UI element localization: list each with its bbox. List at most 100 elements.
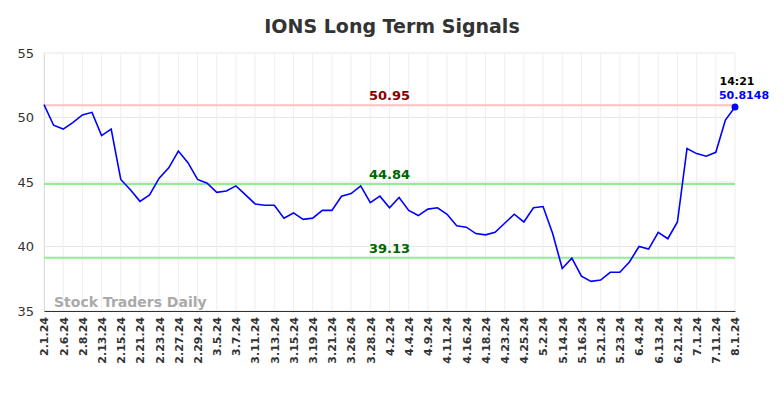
x-tick-label: 3.7.24 (230, 317, 243, 356)
y-axis: 35 40 45 50 55 (17, 46, 44, 319)
grid-line-x (197, 53, 198, 311)
x-tick-label: 3.13.24 (269, 317, 282, 364)
x-tick-label: 5.2.24 (537, 317, 550, 356)
x-tick-label: 2.8.24 (77, 317, 90, 356)
x-tick-label: 2.13.24 (96, 317, 109, 364)
x-tick: 2.8.24 (77, 311, 90, 356)
x-tick: 2.23.24 (154, 311, 167, 364)
x-tick: 2.1.24 (38, 311, 51, 356)
y-tick-label: 55 (17, 46, 34, 61)
y-tick-label: 40 (17, 239, 34, 254)
x-tick: 3.15.24 (288, 311, 301, 364)
x-tick-label: 3.5.24 (211, 317, 224, 356)
x-tick: 6.13.24 (653, 311, 666, 364)
x-tick: 3.5.24 (211, 311, 224, 356)
y-tick: 35 (17, 304, 44, 319)
grid-line-x (485, 53, 486, 311)
x-tick: 7.11.24 (710, 311, 723, 364)
x-tick: 3.28.24 (365, 311, 378, 364)
chart: 35 40 45 50 55 2.1.24 2.6.24 2.8.24 2.13.24 2.15.… (0, 0, 784, 398)
time-label: 14:21 (719, 75, 754, 88)
grid-line-x (543, 53, 544, 311)
grid (44, 53, 735, 311)
x-tick: 4.23.24 (499, 311, 512, 364)
grid-line-x (101, 53, 102, 311)
reference-lines (44, 105, 735, 257)
x-tick-label: 4.11.24 (441, 317, 454, 364)
x-tick-label: 5.16.24 (576, 317, 589, 364)
title: IONS Long Term Signals (264, 15, 519, 37)
x-tick: 4.4.24 (403, 311, 416, 356)
x-tick-label: 6.13.24 (653, 317, 666, 364)
x-tick: 4.2.24 (384, 311, 397, 356)
x-tick: 5.16.24 (576, 311, 589, 364)
grid-line-x (274, 53, 275, 311)
y-tick-label: 50 (17, 110, 34, 125)
x-tick: 4.16.24 (461, 311, 474, 364)
y-tick: 45 (17, 175, 44, 190)
x-tick-label: 2.23.24 (154, 317, 167, 364)
x-tick: 2.6.24 (58, 311, 71, 356)
grid-line-x (331, 53, 332, 311)
grid-line-x (139, 53, 140, 311)
grid-line-x (255, 53, 256, 311)
grid-line-x (293, 53, 294, 311)
reference-label: 44.84 (369, 167, 410, 182)
grid-line-x (504, 53, 505, 311)
x-tick-label: 4.16.24 (461, 317, 474, 364)
y-tick: 40 (17, 239, 44, 254)
x-tick-label: 3.28.24 (365, 317, 378, 364)
y-tick-label: 45 (17, 175, 34, 190)
x-tick: 8.1.24 (729, 311, 742, 356)
x-tick-label: 6.21.24 (672, 317, 685, 364)
grid-line-x (658, 53, 659, 311)
x-tick-label: 5.21.24 (595, 317, 608, 364)
x-tick: 2.15.24 (115, 311, 128, 364)
reference-line (44, 104, 735, 106)
x-tick-label: 3.15.24 (288, 317, 301, 364)
x-tick: 2.21.24 (134, 311, 147, 364)
x-tick: 2.13.24 (96, 311, 109, 364)
x-tick-label: 2.27.24 (173, 317, 186, 364)
x-tick-label: 3.11.24 (249, 317, 262, 364)
grid-line-x (216, 53, 217, 311)
grid-line-x (120, 53, 121, 311)
x-tick: 7.1.24 (691, 311, 704, 356)
grid-line-x (715, 53, 716, 311)
x-tick-label: 2.6.24 (58, 317, 71, 356)
x-tick: 3.13.24 (269, 311, 282, 364)
x-tick-label: 3.26.24 (345, 317, 358, 364)
x-tick-label: 5.23.24 (614, 317, 627, 364)
grid-line-x (447, 53, 448, 311)
grid-line-x (523, 53, 524, 311)
grid-line-x (696, 53, 697, 311)
x-tick-label: 4.2.24 (384, 317, 397, 356)
x-tick-label: 7.1.24 (691, 317, 704, 356)
x-tick-label: 4.25.24 (518, 317, 531, 364)
grid-line-x (178, 53, 179, 311)
x-tick: 3.11.24 (249, 311, 262, 364)
y-tick: 55 (17, 46, 44, 61)
plot-area (44, 103, 739, 281)
grid-line-x (677, 53, 678, 311)
grid-line-x (312, 53, 313, 311)
grid-line-x (581, 53, 582, 311)
x-tick: 2.27.24 (173, 311, 186, 364)
x-tick: 4.18.24 (480, 311, 493, 364)
x-tick: 6.21.24 (672, 311, 685, 364)
x-tick: 3.21.24 (326, 311, 339, 364)
x-tick: 2.29.24 (192, 311, 205, 364)
x-tick-label: 5.14.24 (557, 317, 570, 364)
x-tick-label: 2.1.24 (38, 317, 51, 356)
x-tick-label: 8.1.24 (729, 317, 742, 356)
x-tick: 5.23.24 (614, 311, 627, 364)
y-tick: 50 (17, 110, 44, 125)
x-axis-line (45, 311, 736, 312)
grid-line-x (82, 53, 83, 311)
reference-label: 39.13 (369, 241, 410, 256)
x-tick-label: 6.4.24 (633, 317, 646, 356)
last-point (732, 103, 739, 110)
x-tick-label: 3.19.24 (307, 317, 320, 364)
y-axis-line (44, 54, 45, 312)
grid-line-x (351, 53, 352, 311)
